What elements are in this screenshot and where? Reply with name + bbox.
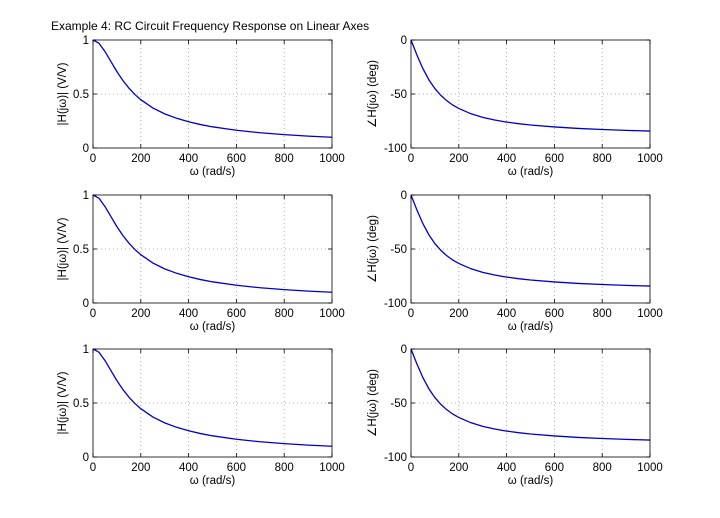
subplot-1: 0 200 400 600 800 1000 0 0.5 1 ω (rad/s) |H(jω)| (… [57, 35, 345, 178]
x-tick-label: 800 [593, 153, 612, 165]
y-tick-label: 0 [401, 190, 407, 202]
subplot-3: 0 200 400 600 800 1000 0 0.5 1 ω (rad/s) |H(jω)| (… [57, 190, 345, 333]
x-tick-label: 1000 [637, 153, 663, 165]
x-axis-label: ω (rad/s) [190, 166, 236, 178]
y-tick-label: -100 [384, 298, 407, 310]
y-tick-label: 0.5 [73, 89, 89, 101]
x-tick-label: 0 [408, 153, 414, 165]
series-line [410, 194, 651, 287]
y-tick-label: 1 [83, 35, 89, 47]
x-tick-label: 1000 [319, 462, 345, 474]
y-tick-label: 0 [83, 298, 89, 310]
x-tick-label: 600 [227, 462, 246, 474]
x-tick-label: 400 [179, 462, 198, 474]
x-tick-label: 1000 [319, 308, 345, 320]
y-tick-label: 1 [83, 344, 89, 356]
y-axis-label: |H(jω)| (V/V) [57, 371, 69, 434]
x-axis-label: ω (rad/s) [508, 166, 554, 178]
y-tick-label: -50 [390, 244, 407, 256]
x-tick-label: 1000 [319, 153, 345, 165]
x-tick-label: 200 [449, 308, 468, 320]
x-tick-label: 0 [90, 308, 96, 320]
x-tick-label: 400 [497, 153, 516, 165]
x-tick-label: 400 [497, 462, 516, 474]
x-tick-label: 0 [408, 308, 414, 320]
x-tick-label: 0 [408, 462, 414, 474]
plot-area [93, 195, 332, 303]
y-tick-label: 0.5 [73, 244, 89, 256]
x-axis-label: ω (rad/s) [508, 475, 554, 487]
series-line [92, 39, 333, 138]
y-tick-label: -50 [390, 398, 407, 410]
plot-area [411, 40, 650, 148]
x-tick-label: 200 [449, 462, 468, 474]
series-line [410, 348, 651, 441]
y-tick-label: -100 [384, 143, 407, 155]
x-tick-label: 1000 [637, 308, 663, 320]
x-tick-label: 800 [275, 153, 294, 165]
subplot-5: 0 200 400 600 800 1000 0 0.5 1 ω (rad/s) |H(jω)| (… [57, 344, 345, 487]
x-tick-label: 600 [227, 153, 246, 165]
x-tick-label: 800 [593, 462, 612, 474]
x-tick-label: 200 [449, 153, 468, 165]
y-tick-label: 0.5 [73, 398, 89, 410]
x-tick-label: 0 [90, 462, 96, 474]
x-tick-label: 200 [131, 462, 150, 474]
y-tick-label: -50 [390, 89, 407, 101]
plot-area [411, 195, 650, 303]
x-tick-label: 800 [275, 462, 294, 474]
subplot-2: 0 200 400 600 800 1000 -100 -50 0 ω (rad/s) ∠H(jω)… [367, 35, 663, 178]
y-axis-label: |H(jω)| (V/V) [57, 62, 69, 125]
series-line [92, 348, 333, 447]
x-tick-label: 800 [275, 308, 294, 320]
x-axis-label: ω (rad/s) [508, 321, 554, 333]
series-line [92, 194, 333, 293]
y-tick-label: 1 [83, 190, 89, 202]
x-axis-label: ω (rad/s) [190, 321, 236, 333]
x-tick-label: 400 [179, 153, 198, 165]
x-tick-label: 600 [545, 308, 564, 320]
plot-area [93, 40, 332, 148]
y-tick-label: 0 [401, 344, 407, 356]
y-tick-label: 0 [83, 143, 89, 155]
x-axis-label: ω (rad/s) [190, 475, 236, 487]
y-tick-label: 0 [83, 452, 89, 464]
x-tick-label: 600 [227, 308, 246, 320]
x-tick-label: 0 [90, 153, 96, 165]
x-tick-label: 400 [179, 308, 198, 320]
y-axis-label: ∠H(jω) (deg) [367, 215, 379, 283]
subplot-4: 0 200 400 600 800 1000 -100 -50 0 ω (rad/s) ∠H(jω)… [367, 190, 663, 333]
y-tick-label: 0 [401, 35, 407, 47]
x-tick-label: 600 [545, 153, 564, 165]
y-axis-label: ∠H(jω) (deg) [367, 60, 379, 128]
x-tick-label: 200 [131, 308, 150, 320]
series-line [410, 39, 651, 132]
x-tick-label: 800 [593, 308, 612, 320]
y-axis-label: ∠H(jω) (deg) [367, 369, 379, 437]
x-tick-label: 600 [545, 462, 564, 474]
subplot-6: 0 200 400 600 800 1000 -100 -50 0 ω (rad/s) ∠H(jω)… [367, 344, 663, 487]
y-axis-label: |H(jω)| (V/V) [57, 217, 69, 280]
plot-area [93, 349, 332, 457]
y-tick-label: -100 [384, 452, 407, 464]
x-tick-label: 200 [131, 153, 150, 165]
figure-title: Example 4: RC Circuit Frequency Response… [51, 19, 369, 33]
plot-area [411, 349, 650, 457]
x-tick-label: 400 [497, 308, 516, 320]
x-tick-label: 1000 [637, 462, 663, 474]
